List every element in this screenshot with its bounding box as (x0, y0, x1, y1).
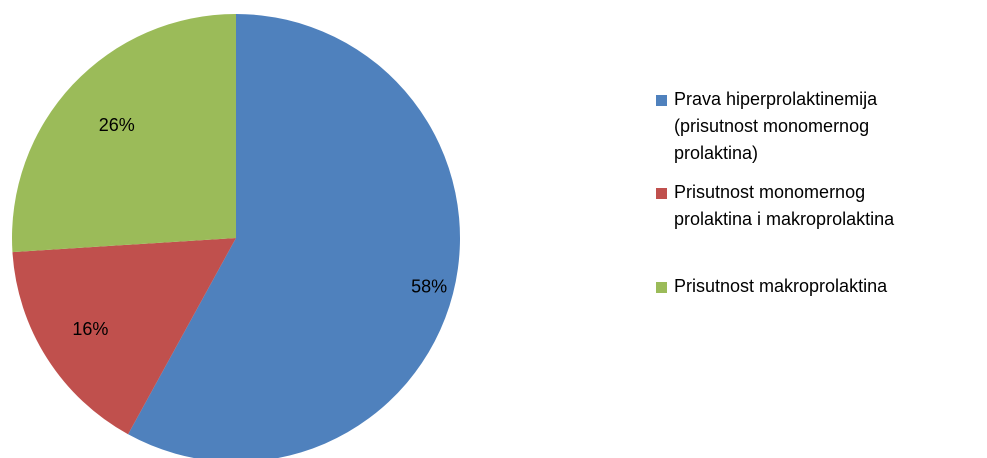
legend-swatch-0 (656, 95, 667, 106)
legend-item-2: Prisutnost makroprolaktina (656, 273, 986, 300)
legend-label-0: Prava hiperprolaktinemija (prisutnost mo… (674, 89, 878, 163)
slice-value-label-1: 16% (72, 319, 108, 339)
pie-slice-0 (128, 14, 460, 458)
slice-value-label-0: 58% (411, 276, 447, 296)
pie-slice-1 (12, 238, 236, 435)
legend-label-2: Prisutnost makroprolaktina (674, 276, 888, 296)
slice-value-label-2: 26% (99, 115, 135, 135)
chart-legend: Prava hiperprolaktinemija (prisutnost mo… (656, 86, 986, 300)
legend-item-0: Prava hiperprolaktinemija (prisutnost mo… (656, 86, 986, 167)
legend-swatch-2 (656, 282, 667, 293)
pie-slices (11, 14, 460, 458)
pie-value-labels: 58% 16% 26% (72, 115, 447, 339)
legend-label-1: Prisutnost monomernog prolaktina i makro… (674, 182, 895, 229)
legend-item-1: Prisutnost monomernog prolaktina i makro… (656, 179, 986, 233)
pie-slice-2 (11, 14, 236, 253)
legend-swatch-1 (656, 188, 667, 199)
